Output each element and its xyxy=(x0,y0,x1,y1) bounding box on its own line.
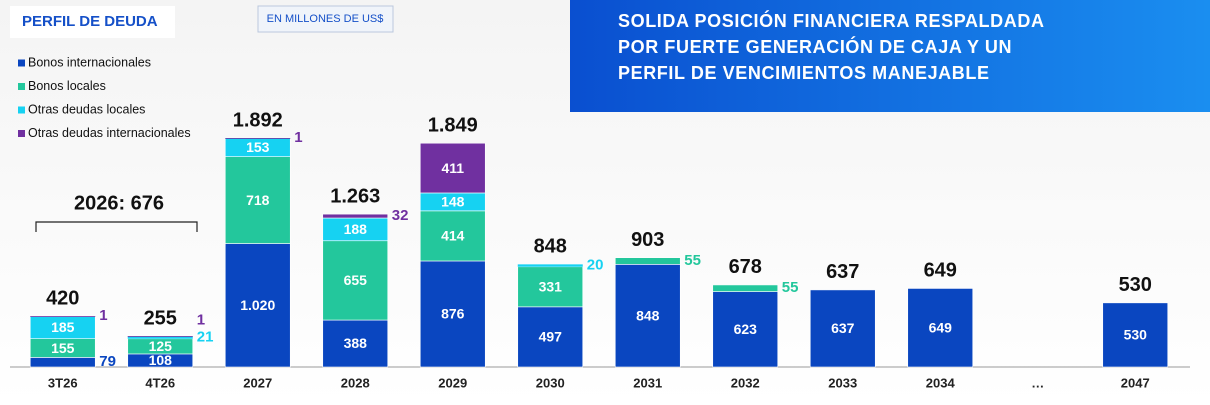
legend-label: Otras deudas locales xyxy=(28,102,145,116)
x-tick-label: 2027 xyxy=(243,375,272,390)
x-tick-label: 2047 xyxy=(1121,375,1150,390)
x-tick-label: 2031 xyxy=(633,375,662,390)
total-label: 420 xyxy=(46,287,79,309)
segment-label-outside: 20 xyxy=(587,257,604,274)
bar-segment xyxy=(419,210,486,262)
bar-segment xyxy=(322,213,389,219)
segment-label: 718 xyxy=(246,192,270,208)
bracket xyxy=(35,221,198,232)
bar-segment xyxy=(614,264,681,368)
bar-segment xyxy=(907,288,974,368)
bar-segment xyxy=(712,284,779,292)
segment-label-outside: 1 xyxy=(294,129,302,146)
headline: PERFIL DE VENCIMIENTOS MANEJABLE xyxy=(618,63,990,83)
segment-label: 497 xyxy=(539,329,563,345)
bar-segment xyxy=(322,240,389,321)
segment-label-outside: 79 xyxy=(99,353,116,370)
legend-label: Bonos locales xyxy=(28,79,106,93)
x-tick-label: 2029 xyxy=(438,375,467,390)
segment-label-outside: 1 xyxy=(197,311,205,328)
total-label: 678 xyxy=(729,256,762,278)
unit-box xyxy=(257,5,394,33)
chart-title: PERFIL DE DEUDA xyxy=(22,13,158,30)
title-box xyxy=(10,6,175,38)
segment-label: 637 xyxy=(831,320,855,336)
bar-segment xyxy=(322,319,389,368)
segment-label: 655 xyxy=(344,272,368,288)
unit-label: EN MILLONES DE US$ xyxy=(267,13,384,25)
segment-label: 876 xyxy=(441,306,465,322)
segment-label-outside: 32 xyxy=(392,207,409,224)
x-tick-label: 2032 xyxy=(731,375,760,390)
segment-label: 848 xyxy=(636,307,660,323)
bar-segment xyxy=(809,289,876,368)
headline-banner xyxy=(570,0,1210,112)
segment-label: 108 xyxy=(149,352,173,368)
total-label: 637 xyxy=(826,261,859,283)
x-tick-label: 2028 xyxy=(341,375,370,390)
legend-swatch xyxy=(18,59,25,67)
total-label: 1.849 xyxy=(428,114,478,136)
bar-segment xyxy=(224,243,291,368)
segment-label-outside: 1 xyxy=(99,307,107,324)
segment-label: 153 xyxy=(246,139,270,155)
x-tick-label: 2033 xyxy=(828,375,857,390)
bar-segment xyxy=(1102,302,1169,368)
segment-label: 411 xyxy=(441,160,464,176)
bar-segment xyxy=(419,142,486,194)
bar-segment xyxy=(29,357,96,368)
bar-segment xyxy=(224,156,291,244)
x-tick-label: 4T26 xyxy=(145,375,175,390)
total-label: 1.263 xyxy=(330,185,380,207)
bar-segment xyxy=(127,336,193,339)
total-label: 255 xyxy=(144,307,177,329)
x-tick-label: 3T26 xyxy=(48,375,78,390)
legend-swatch xyxy=(18,83,25,90)
headline: POR FUERTE GENERACIÓN DE CAJA Y UN xyxy=(618,36,1012,57)
segment-label-outside: 21 xyxy=(197,328,214,345)
x-tick-label: 2030 xyxy=(536,375,565,390)
segment-label: 148 xyxy=(441,194,465,210)
bar-segment xyxy=(614,257,681,265)
segment-label: 331 xyxy=(539,279,563,295)
bar-segment xyxy=(30,316,96,317)
total-label: 903 xyxy=(631,229,664,251)
segment-label: 125 xyxy=(149,338,173,354)
annotation: 2026: 676 xyxy=(74,192,164,214)
segment-label: 649 xyxy=(929,319,953,335)
bar-segment xyxy=(517,264,583,267)
total-label: 649 xyxy=(924,260,957,282)
segment-label-outside: 55 xyxy=(684,252,701,269)
bar-segment xyxy=(419,260,486,368)
bar-segment xyxy=(225,138,291,139)
segment-label: 623 xyxy=(734,321,758,337)
segment-label-outside: 55 xyxy=(782,279,799,296)
bar-segment xyxy=(517,266,584,308)
total-label: 848 xyxy=(534,236,567,258)
total-label: 530 xyxy=(1119,274,1152,296)
total-label: 1.892 xyxy=(233,109,283,131)
legend-swatch xyxy=(18,106,25,114)
x-tick-label: … xyxy=(1031,375,1044,390)
bar-segment xyxy=(517,306,584,368)
legend-label: Bonos internacionales xyxy=(28,55,151,69)
legend-label: Otras deudas internacionales xyxy=(28,126,191,140)
x-tick-label: 2034 xyxy=(926,375,956,390)
bar-segment xyxy=(127,336,193,337)
bar-segment xyxy=(712,291,779,368)
segment-label: 155 xyxy=(51,340,75,356)
headline: SOLIDA POSICIÓN FINANCIERA RESPALDADA xyxy=(618,10,1045,31)
segment-label: 188 xyxy=(344,221,368,237)
legend-swatch xyxy=(18,130,25,137)
segment-label: 1.020 xyxy=(240,297,275,313)
segment-label: 388 xyxy=(344,335,368,351)
segment-label: 530 xyxy=(1124,327,1148,343)
segment-label: 414 xyxy=(441,228,465,244)
segment-label: 185 xyxy=(51,319,75,335)
